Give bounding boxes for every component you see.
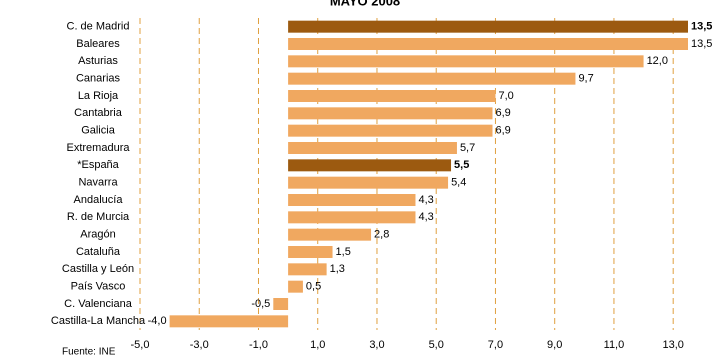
y-tick-label: C. de Madrid bbox=[67, 21, 130, 33]
x-tick-label: 11,0 bbox=[604, 339, 625, 351]
y-tick-label: País Vasco bbox=[71, 281, 126, 293]
value-label: 7,0 bbox=[498, 90, 513, 102]
x-tick-label: 3,0 bbox=[369, 339, 384, 351]
chart-title: MAYO 2008 bbox=[330, 0, 400, 8]
bar bbox=[288, 246, 333, 258]
y-tick-label: Canarias bbox=[76, 73, 121, 85]
y-tick-label: Castilla-La Mancha bbox=[51, 315, 146, 327]
value-label: 4,3 bbox=[418, 194, 433, 206]
x-tick-label: 5,0 bbox=[429, 339, 444, 351]
bar bbox=[288, 38, 688, 50]
bar bbox=[288, 142, 457, 154]
bar bbox=[288, 90, 496, 102]
x-tick-label: 1,0 bbox=[310, 339, 325, 351]
value-label: 0,5 bbox=[306, 281, 321, 293]
bar bbox=[288, 194, 416, 206]
value-label: 1,5 bbox=[336, 246, 351, 258]
value-label: 6,9 bbox=[495, 125, 510, 137]
value-label: -0,5 bbox=[251, 298, 270, 310]
value-label: 12,0 bbox=[647, 55, 668, 67]
value-label: 5,4 bbox=[451, 177, 466, 189]
y-tick-label: Baleares bbox=[76, 38, 120, 50]
y-tick-label: Galicia bbox=[81, 125, 116, 137]
value-label: 2,8 bbox=[374, 229, 389, 241]
y-tick-label: R. de Murcia bbox=[67, 211, 130, 223]
bar bbox=[288, 20, 688, 33]
y-tick-label: Andalucía bbox=[74, 194, 124, 206]
y-tick-label: Navarra bbox=[78, 177, 118, 189]
y-tick-label: C. Valenciana bbox=[64, 298, 133, 310]
y-tick-label: Extremadura bbox=[67, 142, 131, 154]
x-tick-label: 9,0 bbox=[547, 339, 562, 351]
bar bbox=[273, 298, 289, 310]
bar bbox=[288, 72, 576, 85]
x-tick-label: -3,0 bbox=[190, 339, 209, 351]
value-label: 4,3 bbox=[418, 211, 433, 223]
bar bbox=[288, 228, 372, 241]
bar bbox=[169, 315, 289, 328]
y-tick-label: Aragón bbox=[80, 229, 115, 241]
source: Fuente: INE bbox=[62, 347, 116, 358]
y-tick-label: *España bbox=[77, 159, 119, 171]
bar bbox=[288, 107, 493, 120]
value-label: 13,5 bbox=[691, 38, 712, 50]
y-tick-label: Asturias bbox=[78, 55, 118, 67]
y-tick-label: La Rioja bbox=[78, 90, 119, 102]
x-tick-label: -1,0 bbox=[249, 339, 268, 351]
value-label: 13,5 bbox=[691, 21, 712, 33]
value-label: -4,0 bbox=[148, 315, 167, 327]
x-tick-label: 7,0 bbox=[488, 339, 503, 351]
bar bbox=[288, 124, 493, 137]
bar bbox=[288, 263, 327, 276]
x-tick-label: 13,0 bbox=[662, 339, 683, 351]
x-tick-label: -5,0 bbox=[131, 339, 150, 351]
value-label: 5,5 bbox=[454, 159, 469, 171]
y-tick-label: Cantabria bbox=[74, 107, 123, 119]
value-label: 9,7 bbox=[578, 73, 593, 85]
y-tick-label: Castilla y León bbox=[62, 263, 134, 275]
value-label: 1,3 bbox=[330, 263, 345, 275]
value-label: 5,7 bbox=[460, 142, 475, 154]
value-label: 6,9 bbox=[495, 107, 510, 119]
bar bbox=[288, 211, 416, 224]
bar bbox=[288, 176, 449, 189]
y-tick-label: Cataluña bbox=[76, 246, 121, 258]
bar bbox=[288, 159, 452, 172]
bar bbox=[288, 280, 303, 293]
bar bbox=[288, 55, 644, 68]
